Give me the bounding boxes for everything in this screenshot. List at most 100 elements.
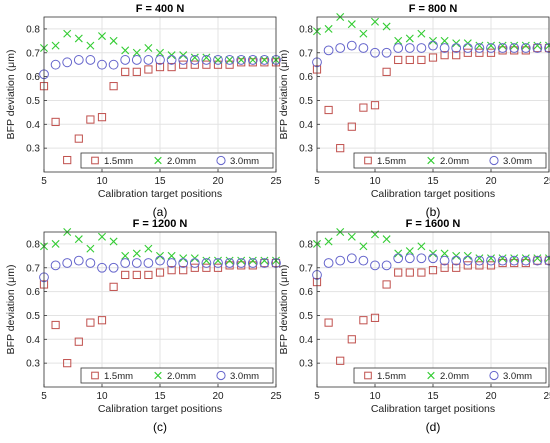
x-stroke — [359, 242, 368, 251]
y-tick-label: 0.3 — [26, 359, 40, 370]
y-tick-label: 0.8 — [299, 24, 313, 35]
data-point-circle — [143, 258, 154, 268]
data-point-x — [417, 29, 426, 38]
data-point-circle — [335, 255, 346, 266]
data-point-x — [74, 235, 83, 244]
chart-panel-2: F = 800 N 5 10 15 20 25 0.3 0.4 0.5 0.6 0.7 0.8 Cali… — [278, 3, 550, 219]
x-stroke — [156, 48, 164, 57]
x-tick-label: 20 — [485, 176, 497, 187]
x-tick-label: 25 — [543, 391, 550, 402]
data-point-x — [51, 41, 60, 50]
data-point-x — [521, 41, 530, 50]
x-stroke — [260, 256, 269, 265]
data-point-square — [190, 60, 199, 69]
data-point-circle — [497, 255, 508, 266]
x-stroke — [202, 256, 211, 265]
x-stroke — [324, 24, 333, 33]
y-axis-label: BFP deviation (μm) — [278, 265, 290, 355]
x-stroke — [63, 29, 72, 38]
legend-marker-square — [91, 156, 99, 165]
x-stroke — [440, 249, 449, 258]
x-stroke — [86, 41, 95, 50]
data-point-square — [370, 313, 380, 322]
data-point-square — [144, 65, 153, 74]
data-point-square — [121, 270, 130, 280]
x-stroke — [498, 254, 507, 263]
legend-label: 2.0mm — [167, 156, 196, 167]
panel-label: (c) — [153, 420, 167, 434]
panel-label: (a) — [153, 205, 168, 219]
data-point-circle — [189, 55, 200, 65]
data-point-square — [440, 51, 449, 60]
legend-marker-x — [154, 156, 162, 165]
data-point-square — [155, 268, 165, 277]
data-point-circle — [532, 43, 543, 53]
data-point-circle — [155, 55, 165, 65]
data-point-square — [533, 43, 542, 53]
legend-label: 1.5mm — [377, 156, 406, 167]
x-stroke — [405, 34, 414, 43]
x-stroke — [260, 55, 269, 64]
data-point-x — [260, 55, 269, 64]
data-point-square — [382, 280, 391, 289]
chart-title: F = 800 N — [409, 3, 458, 15]
data-point-x — [324, 24, 333, 33]
y-tick-label: 0.8 — [299, 239, 313, 250]
data-point-circle — [381, 260, 392, 271]
data-point-square — [417, 55, 426, 65]
x-stroke — [237, 256, 246, 265]
chart-title: F = 400 N — [136, 3, 185, 15]
x-stroke — [347, 232, 356, 241]
data-point-circle — [131, 258, 142, 268]
x-stroke — [86, 244, 95, 253]
data-point-square — [74, 134, 83, 143]
data-point-x — [214, 55, 222, 64]
data-point-x — [260, 256, 269, 265]
x-stroke — [121, 251, 130, 260]
data-point-x — [347, 20, 356, 29]
data-point-x — [248, 256, 257, 265]
x-stroke — [487, 41, 495, 50]
data-point-square — [359, 316, 368, 325]
data-point-square — [452, 263, 461, 272]
data-point-circle — [108, 59, 119, 70]
legend-label: 2.0mm — [440, 371, 469, 382]
legend-marker-circle — [216, 370, 226, 381]
data-point-x — [225, 256, 234, 265]
data-point-circle — [120, 55, 131, 65]
y-axis-label: BFP deviation (μm) — [5, 50, 17, 140]
x-stroke — [382, 22, 391, 31]
data-point-circle — [166, 55, 177, 65]
data-point-x — [487, 41, 495, 50]
x-stroke — [214, 55, 222, 64]
data-point-x — [132, 48, 141, 57]
series-2-0mm — [40, 29, 280, 64]
x-stroke — [521, 254, 530, 263]
data-point-square — [324, 318, 333, 327]
data-point-x — [167, 251, 176, 260]
data-point-x — [359, 242, 368, 251]
data-point-circle — [404, 43, 415, 53]
data-point-circle — [532, 255, 543, 266]
data-point-x — [74, 34, 83, 43]
data-point-x — [440, 249, 449, 258]
data-point-x — [214, 256, 222, 265]
legend-label: 3.0mm — [230, 156, 259, 167]
y-tick-label: 0.5 — [299, 96, 313, 107]
data-point-square — [51, 117, 60, 127]
x-stroke — [144, 244, 153, 253]
legend-label: 2.0mm — [167, 371, 196, 382]
series-2-0mm — [313, 13, 550, 50]
data-point-circle — [213, 55, 223, 65]
x-stroke — [132, 48, 141, 57]
data-point-x — [132, 249, 141, 258]
data-point-square — [359, 103, 368, 112]
data-point-circle — [236, 258, 247, 268]
data-point-square — [132, 67, 141, 76]
x-stroke — [371, 17, 379, 26]
data-point-circle — [358, 43, 369, 53]
data-point-square — [63, 359, 72, 368]
data-point-circle — [166, 258, 177, 268]
data-point-circle — [393, 253, 404, 264]
x-stroke — [225, 55, 234, 64]
